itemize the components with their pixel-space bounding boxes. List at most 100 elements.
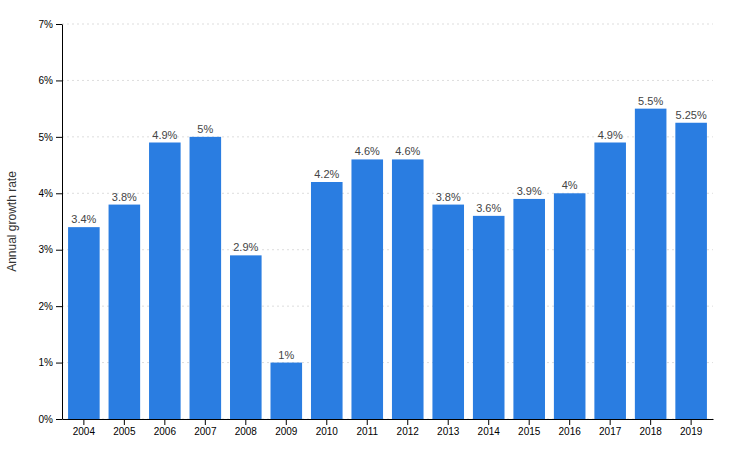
bar — [675, 123, 707, 419]
y-tick-label: 0% — [39, 414, 54, 425]
x-tick-label: 2007 — [194, 426, 217, 437]
bar — [311, 182, 343, 419]
y-tick-mark — [56, 80, 62, 81]
bars — [68, 109, 707, 419]
y-tick-label: 5% — [39, 132, 54, 143]
x-tick-label: 2013 — [437, 426, 460, 437]
x-tick-mark — [367, 419, 368, 425]
y-tick-mark — [56, 419, 62, 420]
bar — [68, 227, 100, 419]
bar — [351, 159, 383, 419]
x-tick: 2015 — [518, 419, 541, 437]
x-tick-mark — [448, 419, 449, 425]
bar — [392, 159, 424, 419]
x-tick-label: 2014 — [478, 426, 501, 437]
data-label: 4.6% — [395, 145, 420, 157]
x-tick-label: 2019 — [680, 426, 703, 437]
x-tick-mark — [691, 419, 692, 425]
y-tick-mark — [56, 250, 62, 251]
x-tick-label: 2012 — [397, 426, 420, 437]
x-tick-mark — [569, 419, 570, 425]
data-label: 3.6% — [476, 202, 501, 214]
x-axis: 2004 2005 2006 2007 2008 2009 2010 2011 2012 2013… — [63, 419, 714, 437]
y-tick: 0% — [39, 414, 62, 425]
bar — [635, 109, 667, 419]
bar — [109, 205, 141, 419]
chart: 2004 2005 2006 2007 2008 2009 2010 2011 2012 2013… — [0, 0, 733, 455]
plot: 2004 2005 2006 2007 2008 2009 2010 2011 2012 2013… — [39, 19, 714, 437]
x-tick: 2013 — [437, 419, 460, 437]
bar — [554, 193, 586, 419]
x-tick-mark — [610, 419, 611, 425]
y-tick: 1% — [39, 357, 62, 368]
x-tick: 2016 — [559, 419, 582, 437]
data-label: 4.2% — [314, 168, 339, 180]
y-tick-label: 7% — [39, 19, 54, 30]
data-label: 5.5% — [638, 95, 663, 107]
data-label: 3.9% — [517, 185, 542, 197]
x-tick-label: 2015 — [518, 426, 541, 437]
data-label: 1% — [278, 349, 294, 361]
data-label: 2.9% — [233, 241, 258, 253]
data-label: 4.9% — [598, 129, 623, 141]
x-tick-label: 2006 — [154, 426, 177, 437]
x-tick: 2009 — [275, 419, 298, 437]
x-tick-mark — [124, 419, 125, 425]
data-label: 5% — [197, 123, 213, 135]
x-tick-mark — [326, 419, 327, 425]
x-tick-label: 2004 — [73, 426, 96, 437]
y-tick-label: 3% — [39, 244, 54, 255]
y-tick-mark — [56, 193, 62, 194]
x-tick-mark — [488, 419, 489, 425]
x-tick: 2011 — [356, 419, 378, 437]
x-tick-mark — [407, 419, 408, 425]
x-tick: 2017 — [599, 419, 622, 437]
x-tick-mark — [83, 419, 84, 425]
y-tick-label: 6% — [39, 75, 54, 86]
bar — [432, 205, 464, 419]
y-axis-line — [62, 25, 63, 420]
y-tick-mark — [56, 137, 62, 138]
x-tick-mark — [164, 419, 165, 425]
data-label: 4.6% — [355, 145, 380, 157]
y-tick: 6% — [39, 75, 62, 86]
x-tick: 2004 — [73, 419, 96, 437]
x-tick-label: 2010 — [316, 426, 339, 437]
y-tick: 5% — [39, 132, 62, 143]
x-axis-line — [63, 419, 714, 420]
y-axis: 0%1%2%3%4%5%6%7% — [39, 19, 63, 425]
data-label: 3.4% — [71, 213, 96, 225]
x-tick-label: 2005 — [113, 426, 136, 437]
grid-line — [62, 24, 713, 25]
x-tick-label: 2018 — [640, 426, 663, 437]
data-label: 5.25% — [676, 109, 707, 121]
x-tick-mark — [245, 419, 246, 425]
x-tick: 2008 — [235, 419, 258, 437]
y-tick: 3% — [39, 244, 62, 255]
bar — [594, 143, 626, 420]
x-tick-label: 2011 — [356, 426, 378, 437]
y-tick-label: 1% — [39, 357, 54, 368]
x-tick-mark — [205, 419, 206, 425]
y-tick-mark — [56, 24, 62, 25]
x-tick: 2010 — [316, 419, 339, 437]
x-tick: 2007 — [194, 419, 217, 437]
grid — [62, 24, 713, 419]
data-label: 4.9% — [152, 129, 177, 141]
x-tick-mark — [529, 419, 530, 425]
x-tick: 2006 — [154, 419, 177, 437]
x-tick-label: 2017 — [599, 426, 622, 437]
y-axis-title: Annual growth rate — [5, 171, 19, 272]
x-tick: 2018 — [640, 419, 663, 437]
x-tick-label: 2009 — [275, 426, 298, 437]
y-tick: 4% — [39, 188, 62, 199]
data-labels: 3.4%3.8%4.9%5%2.9%1%4.2%4.6%4.6%3.8%3.6%… — [71, 95, 707, 361]
x-tick-label: 2016 — [559, 426, 582, 437]
grid-line — [62, 80, 713, 81]
x-tick: 2019 — [680, 419, 703, 437]
y-tick-label: 4% — [39, 188, 54, 199]
y-tick-mark — [56, 306, 62, 307]
x-tick: 2005 — [113, 419, 136, 437]
bar — [270, 363, 302, 419]
bar — [149, 143, 181, 420]
